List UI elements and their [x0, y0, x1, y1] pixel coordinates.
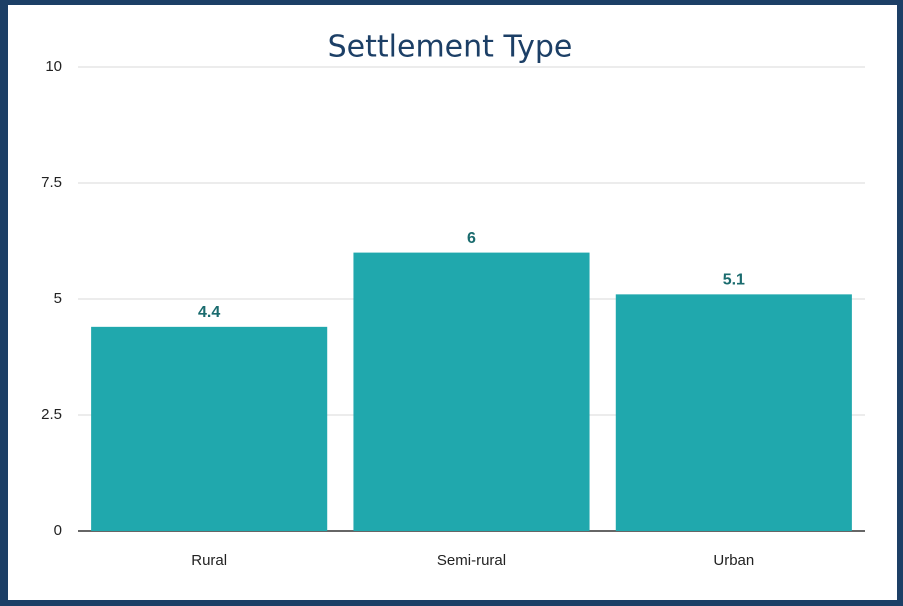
y-tick-label: 7.5: [41, 174, 62, 191]
y-tick-label: 0: [54, 522, 62, 539]
y-tick-label: 2.5: [41, 406, 62, 423]
x-tick-label: Urban: [713, 552, 754, 569]
bar: [615, 294, 852, 531]
chart-title: Settlement Type: [328, 30, 573, 65]
value-label: 6: [467, 230, 476, 247]
x-tick-label: Rural: [191, 552, 227, 569]
x-tick-label: Semi-rural: [437, 552, 506, 569]
bar: [91, 326, 328, 531]
y-tick-label: 10: [45, 58, 62, 75]
value-label: 5.1: [723, 272, 745, 289]
y-tick-label: 5: [54, 290, 62, 307]
value-label: 4.4: [198, 304, 220, 321]
bar: [353, 252, 590, 531]
